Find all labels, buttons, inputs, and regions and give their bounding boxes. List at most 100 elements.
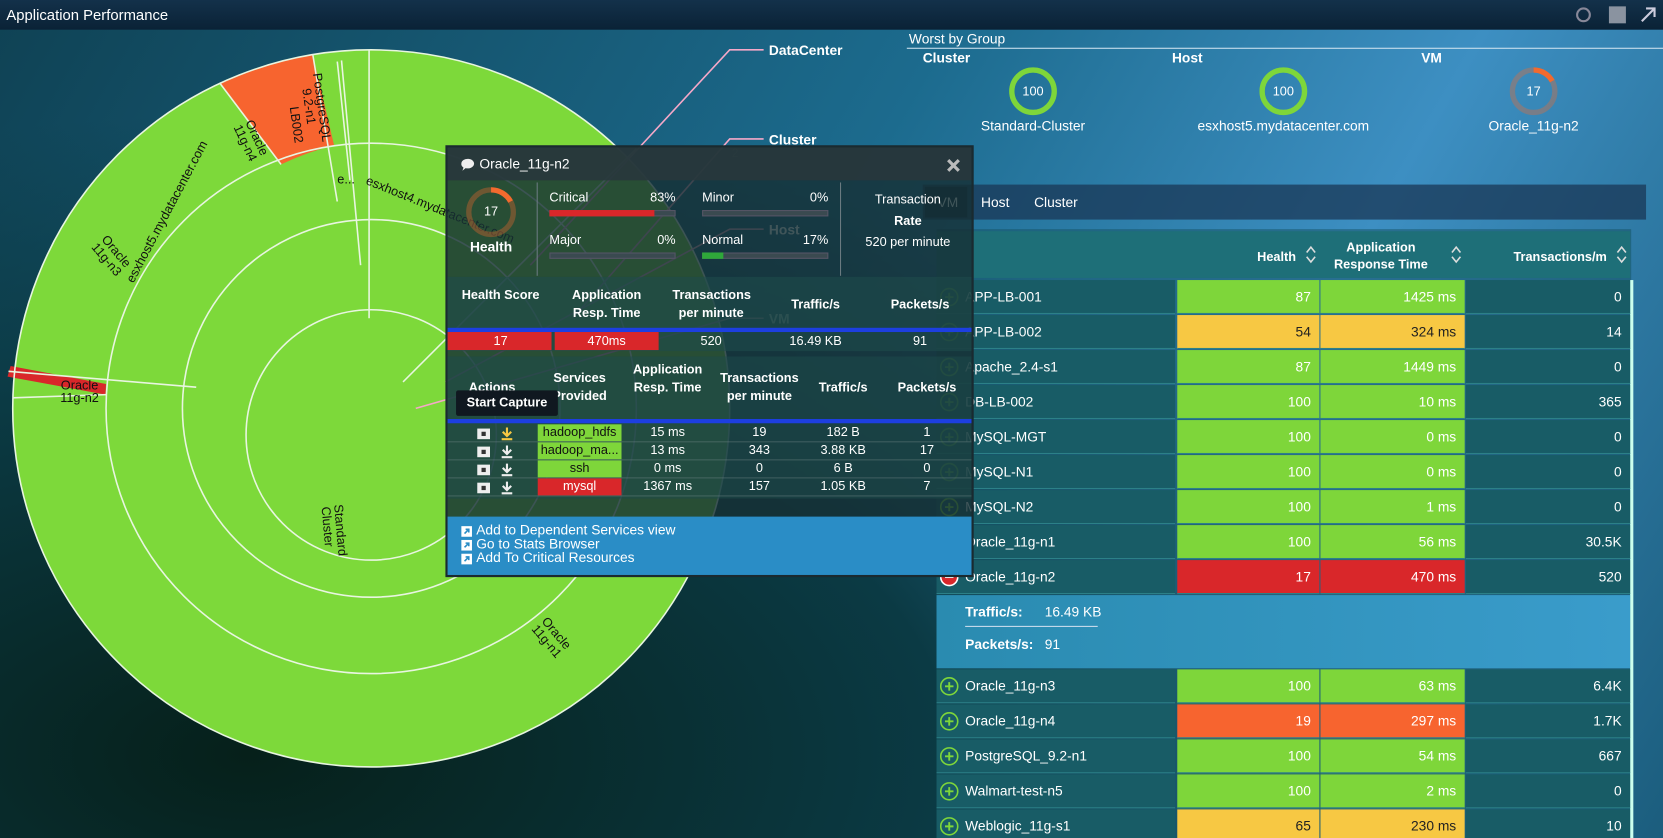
popup-link[interactable]: Add To Critical Resources [476,549,635,566]
camera-lens [481,485,486,491]
row-name-cell[interactable] [936,490,1176,525]
popup-link[interactable]: Go to Stats Browser [476,535,600,552]
segment-oracle-n4[interactable] [219,55,335,165]
expand-icon[interactable] [939,677,961,698]
expand-icon[interactable] [939,747,961,768]
row-transactions: 520 [1598,568,1622,585]
service-name: ssh [569,460,590,476]
summary-cell-bg [554,332,659,351]
sunburst-label: e... [337,171,355,187]
severity-pct: 17% [802,232,829,248]
tab[interactable]: Cluster [1034,194,1078,211]
transactions-cell [1465,455,1631,490]
summary-cell: 520 [700,333,722,348]
row-name-cell[interactable] [936,385,1176,420]
popup-link[interactable]: Add to Dependent Services view [476,521,676,538]
transactions-cell [1465,420,1631,455]
row-details [936,595,1631,669]
severity-pct: 83% [650,189,676,205]
column-header[interactable]: Transactions/m [1513,249,1607,265]
row-response: 63 ms [1418,677,1457,694]
service-cell: 0 [755,460,763,476]
transactions-cell [1465,490,1631,525]
transactions-cell [1465,704,1631,739]
maximize-icon[interactable] [1608,6,1626,24]
row-response: 297 ms [1410,712,1457,729]
response-cell [1320,455,1465,490]
close-x [947,159,960,172]
sort-icon [1616,245,1627,264]
collapse-icon[interactable] [1641,7,1656,22]
blue-rule [447,419,972,424]
action-icons[interactable] [476,463,518,478]
expand-icon[interactable] [939,782,961,803]
row-name-cell[interactable] [936,669,1176,704]
services-header: Transactions per minute [720,370,799,404]
row-name-cell[interactable] [936,774,1176,809]
row-transactions: 30.5K [1585,533,1622,550]
link-icon [461,526,472,537]
row-name-cell[interactable] [936,455,1176,490]
row-name-cell[interactable] [936,739,1176,774]
expand-icon[interactable] [939,712,961,733]
row-name: Oracle_11g-n3 [965,677,1056,694]
row-divider [447,441,972,443]
response-cell [1320,315,1465,350]
settings-icon[interactable] [1576,7,1591,23]
action-icons[interactable] [476,426,518,441]
action-icons[interactable] [476,481,518,496]
health-cell [1177,669,1320,704]
sort-icon [1451,245,1462,264]
row-name-cell[interactable] [936,525,1176,560]
services-header: Packets/s [897,379,957,395]
row-health: 100 [1287,782,1311,799]
close-icon[interactable] [946,158,961,173]
camera-lens [481,467,486,473]
action-icons[interactable] [476,444,518,459]
response-cell [1320,669,1465,704]
row-name-cell[interactable] [936,280,1176,314]
row-name-cell[interactable] [936,704,1176,739]
severity-bar [549,210,655,217]
expand-icon[interactable] [939,817,961,838]
row-name-cell[interactable] [936,350,1176,385]
service-cell-bg [537,478,622,496]
row-name-cell[interactable] [936,420,1176,455]
health-cell [1177,809,1320,838]
ring-arc [1509,67,1558,116]
divider [839,182,842,276]
icon-circle [939,712,959,731]
detail-value: 91 [1044,636,1061,653]
tab[interactable]: Host [981,194,1010,211]
link-icon [461,539,472,551]
service-cell: 6 B [833,460,853,476]
ring-arc [1009,67,1057,116]
transactions-cell [1465,350,1631,385]
services-header: Application Resp. Time [632,361,703,395]
response-cell [1320,490,1465,525]
transactions-cell [1465,809,1631,838]
service-cell: 0 [923,460,931,476]
chat-shape [461,158,475,171]
severity-pct: 0% [657,232,676,248]
row-name-cell[interactable] [936,560,1176,595]
callout-label: Cluster [768,131,817,148]
rate-subtitle: Rate [894,213,922,229]
row-name-cell[interactable] [936,315,1176,350]
column-header[interactable]: Application Response Time [1333,239,1428,272]
group-name: Oracle_11g-n2 [1488,117,1579,134]
row-response: 1425 ms [1403,288,1457,305]
column-header[interactable]: Health [1257,249,1297,265]
service-cell: 13 ms [650,442,685,458]
row-health: 100 [1287,747,1311,764]
scrollbar[interactable] [1630,280,1634,838]
summary-cell: 91 [912,333,928,348]
transactions-cell [1465,739,1631,774]
icon-circle [939,817,959,836]
row-response: 56 ms [1418,533,1457,550]
row-name-cell[interactable] [936,809,1176,838]
health-cell [1177,420,1320,455]
header-bar [0,0,1663,30]
severity-name: Minor [702,189,734,205]
row-name: DB-LB-002 [965,393,1034,410]
